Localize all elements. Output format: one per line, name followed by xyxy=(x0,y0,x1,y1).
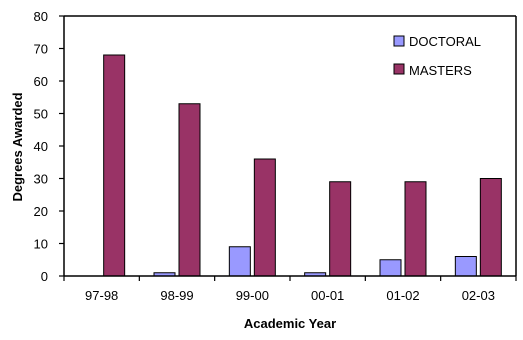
y-tick-label: 30 xyxy=(34,172,48,187)
bar-masters-02-03 xyxy=(479,178,502,277)
y-tick-label: 70 xyxy=(34,42,48,57)
x-axis-ticks: 97-98 98-99 99-00 00-01 01-02 02-03 xyxy=(63,276,517,303)
bar-masters-99-00 xyxy=(253,158,276,277)
y-tick-label: 80 xyxy=(34,9,48,24)
x-tick-label: 97-98 xyxy=(85,288,118,303)
bar-masters-98-99 xyxy=(178,103,201,277)
y-tick-label: 60 xyxy=(34,74,48,89)
bar-masters-00-01 xyxy=(329,181,352,277)
x-tick-label: 01-02 xyxy=(386,288,419,303)
x-axis-title: Academic Year xyxy=(244,316,336,331)
y-axis-ticks: 0 10 20 30 40 50 60 70 80 xyxy=(34,9,64,284)
bar-doctoral-01-02 xyxy=(379,259,402,277)
x-tick-label: 02-03 xyxy=(462,288,495,303)
y-tick-label: 50 xyxy=(34,107,48,122)
legend-swatch-masters xyxy=(393,63,405,75)
legend: DOCTORAL MASTERS xyxy=(393,34,481,78)
bars xyxy=(103,54,502,277)
x-tick-label: 00-01 xyxy=(311,288,344,303)
y-tick-label: 10 xyxy=(34,237,48,252)
bar-masters-01-02 xyxy=(404,181,427,277)
legend-label-masters: MASTERS xyxy=(409,63,472,78)
y-tick-label: 0 xyxy=(41,269,48,284)
y-axis-title: Degrees Awarded xyxy=(10,92,25,201)
bar-doctoral-99-00 xyxy=(228,246,251,277)
bar-doctoral-02-03 xyxy=(454,256,477,277)
y-tick-label: 40 xyxy=(34,139,48,154)
legend-label-doctoral: DOCTORAL xyxy=(409,34,481,49)
bar-masters-97-98 xyxy=(103,54,126,277)
legend-swatch-doctoral xyxy=(393,35,405,47)
y-tick-label: 20 xyxy=(34,204,48,219)
x-tick-label: 99-00 xyxy=(236,288,269,303)
x-tick-label: 98-99 xyxy=(160,288,193,303)
